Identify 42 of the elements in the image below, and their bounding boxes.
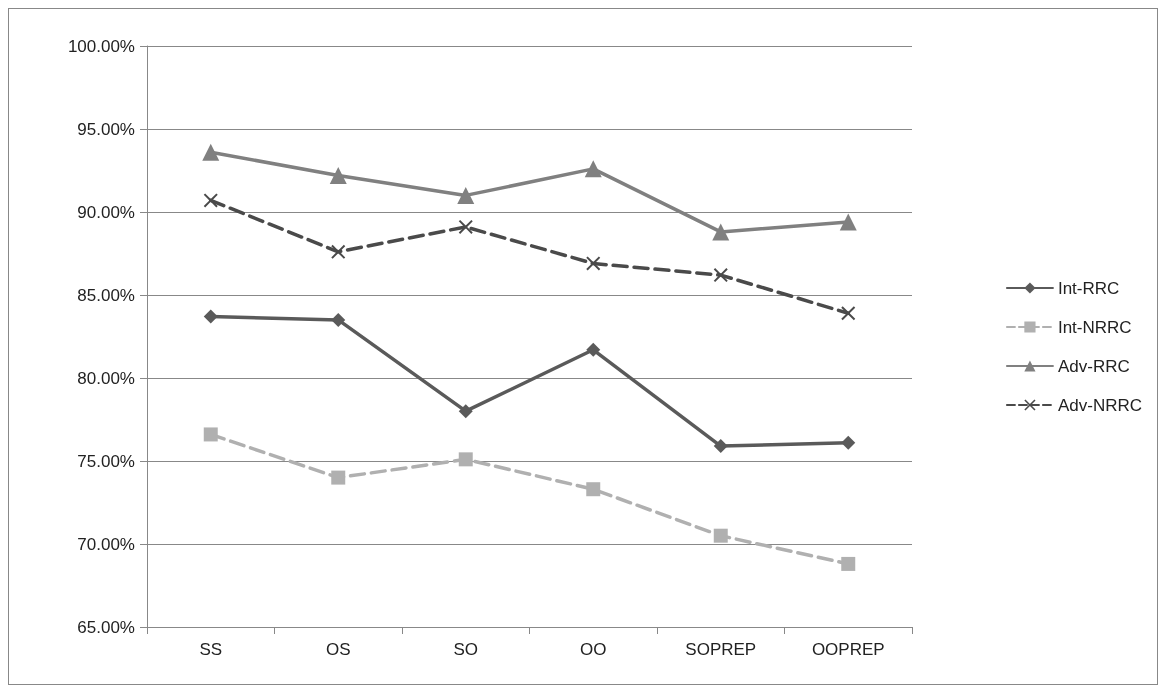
legend-label: Adv-RRC <box>1057 356 1130 376</box>
point <box>586 256 601 271</box>
point <box>586 342 601 357</box>
y-tick-label: 95.00% <box>77 119 135 139</box>
legend-label: Int-NRRC <box>1057 317 1132 337</box>
point <box>713 268 728 283</box>
point <box>331 312 346 327</box>
y-tick-label: 80.00% <box>77 368 135 388</box>
point <box>458 452 473 467</box>
x-tick-label: SO <box>453 640 479 659</box>
point <box>203 427 218 442</box>
point <box>584 160 602 178</box>
point <box>458 404 473 419</box>
point <box>203 193 218 208</box>
point <box>329 166 347 184</box>
legend-label: Adv-NRRC <box>1057 395 1142 415</box>
point <box>713 439 728 454</box>
x-tick-label: OOPREP <box>811 640 885 659</box>
y-tick-label: 90.00% <box>77 202 135 222</box>
point <box>586 482 601 497</box>
y-tick-label: 100.00% <box>67 36 135 56</box>
point <box>331 244 346 259</box>
y-tick-label: 85.00% <box>77 285 135 305</box>
point <box>713 528 728 543</box>
y-tick-label: 75.00% <box>77 451 135 471</box>
point <box>839 213 857 231</box>
legend-label: Int-RRC <box>1057 278 1120 298</box>
point <box>712 223 730 241</box>
point <box>841 435 856 450</box>
point <box>458 219 473 234</box>
point <box>203 309 218 324</box>
y-tick-label: 65.00% <box>77 617 135 637</box>
x-tick-label: SOPREP <box>685 640 757 659</box>
y-tick-label: 70.00% <box>77 534 135 554</box>
point <box>457 186 475 204</box>
point <box>202 143 220 161</box>
x-tick-label: SS <box>199 640 223 659</box>
x-tick-label: OS <box>325 640 351 659</box>
point <box>841 306 856 321</box>
point <box>841 556 856 571</box>
x-tick-label: OO <box>580 640 607 659</box>
point <box>331 470 346 485</box>
